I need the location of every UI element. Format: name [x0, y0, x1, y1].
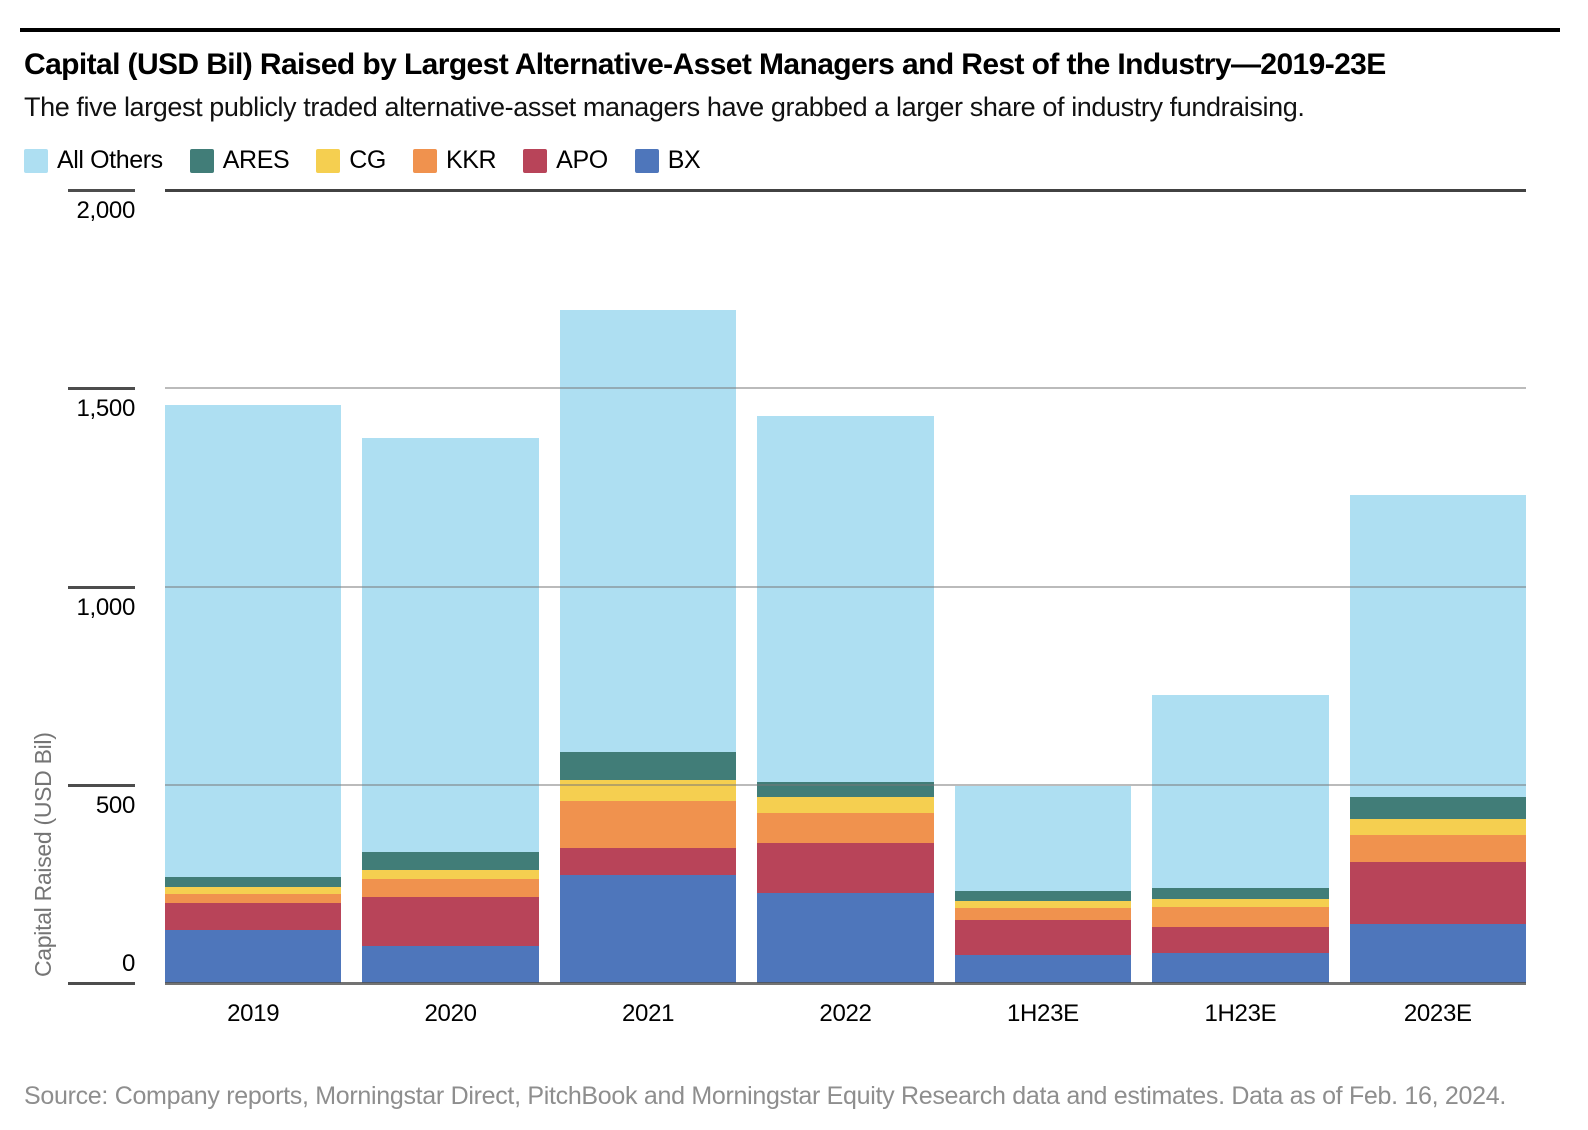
- top-rule: [20, 28, 1560, 32]
- bar-segment-cg: [1349, 819, 1526, 836]
- legend-item: ARES: [189, 146, 290, 175]
- bar-segment-apo: [1152, 926, 1329, 953]
- bar-segment-ares: [954, 891, 1132, 902]
- bar-1H23E: [954, 785, 1132, 983]
- bar-segment-all-others: [559, 309, 737, 752]
- bar-segment-bx: [559, 875, 737, 983]
- gridline-0: [165, 982, 1526, 985]
- chart-subtitle: The five largest publicly traded alterna…: [24, 92, 1305, 122]
- bar-segment-kkr: [1152, 906, 1329, 927]
- y-tick-label: 1,500: [76, 395, 135, 423]
- bar-segment-all-others: [757, 415, 934, 782]
- bar-segment-bx: [1349, 924, 1526, 983]
- bar-segment-all-others: [362, 437, 539, 853]
- gridline-1500: [165, 387, 1526, 390]
- bar-segment-ares: [559, 751, 737, 781]
- bar-segment-all-others: [954, 785, 1132, 892]
- bar-segment-kkr: [954, 908, 1132, 920]
- legend-label: All Others: [57, 146, 163, 174]
- y-tick-label: 500: [95, 791, 135, 819]
- bar-segment-ares: [362, 852, 539, 871]
- legend-swatch-apo: [523, 148, 548, 173]
- x-tick-label: 2023E: [1403, 1000, 1472, 1027]
- y-tick-mark-500: [68, 783, 135, 787]
- legend-item: KKR: [412, 146, 497, 175]
- bar-segment-kkr: [757, 812, 934, 843]
- y-tick-label: 0: [121, 950, 135, 977]
- y-tick-mark-2000: [68, 189, 135, 192]
- legend-swatch-all-others: [24, 148, 48, 173]
- bar-segment-cg: [757, 797, 934, 813]
- bar-segment-all-others: [165, 405, 342, 877]
- x-tick-label: 2020: [424, 1000, 477, 1027]
- bar-segment-ares: [1349, 796, 1526, 820]
- bar-segment-kkr: [165, 893, 342, 903]
- x-tick-label: 2021: [621, 1000, 675, 1027]
- gridline-2000: [165, 189, 1526, 192]
- bar-segment-kkr: [1349, 835, 1526, 863]
- legend-swatch-cg: [316, 148, 341, 173]
- legend-item: All Others: [24, 146, 163, 175]
- legend-label: KKR: [445, 146, 497, 174]
- bar-segment-apo: [165, 902, 342, 930]
- bar-segment-cg: [165, 886, 342, 894]
- source-note: Source: Company reports, Morningstar Dir…: [24, 1082, 1506, 1110]
- bar-segment-ares: [1152, 887, 1329, 900]
- bar-segment-ares: [165, 876, 342, 887]
- bar-1H23E: [1152, 694, 1329, 983]
- bar-segment-bx: [757, 893, 934, 983]
- bar-segment-kkr: [559, 801, 737, 849]
- legend-swatch-bx: [634, 148, 659, 173]
- gridline-500: [165, 783, 1526, 786]
- legend-label: ARES: [222, 146, 290, 174]
- bar-2022: [757, 415, 934, 983]
- bar-segment-kkr: [362, 879, 539, 897]
- legend-swatch-ares: [189, 148, 214, 173]
- legend-swatch-kkr: [412, 148, 437, 173]
- legend-label: CG: [349, 146, 386, 174]
- y-tick-mark-0: [68, 982, 135, 985]
- bar-segment-all-others: [1152, 694, 1329, 888]
- x-tick-label: 1H23E: [1204, 1000, 1277, 1027]
- legend-label: APO: [556, 146, 608, 174]
- bar-2019: [165, 405, 342, 983]
- y-tick-label: 1,000: [76, 593, 135, 621]
- bar-segment-bx: [1152, 952, 1329, 983]
- bar-segment-apo: [954, 919, 1132, 955]
- bar-2023E: [1349, 494, 1526, 983]
- x-tick-label: 2022: [819, 1000, 872, 1027]
- bar-segment-bx: [165, 929, 342, 983]
- y-tick-mark-1500: [68, 387, 135, 391]
- chart-title: Capital (USD Bil) Raised by Largest Alte…: [24, 48, 1386, 81]
- bar-segment-all-others: [1349, 494, 1526, 797]
- bar-segment-cg: [362, 870, 539, 880]
- bar-segment-cg: [1152, 899, 1329, 907]
- x-tick-label: 2019: [227, 1000, 280, 1027]
- bar-segment-apo: [559, 848, 737, 876]
- legend-item: CG: [316, 146, 386, 175]
- y-tick-mark-1000: [68, 585, 135, 589]
- gridline-1000: [165, 585, 1526, 588]
- legend-item: APO: [523, 146, 608, 175]
- bar-2021: [559, 309, 737, 983]
- bar-segment-bx: [362, 946, 539, 983]
- x-tick-label: 1H23E: [1006, 1000, 1079, 1027]
- bar-2020: [362, 437, 539, 983]
- bar-segment-apo: [362, 896, 539, 947]
- bar-segment-apo: [757, 843, 934, 893]
- y-tick-label: 2,000: [76, 197, 135, 224]
- y-axis-title: Capital Raised (USD Bil): [30, 732, 56, 977]
- bar-segment-apo: [1349, 862, 1526, 925]
- legend-item: BX: [634, 146, 701, 175]
- legend: All Others ARES CG KKR APO BX: [24, 146, 701, 175]
- bar-segment-cg: [954, 901, 1132, 909]
- bar-segment-bx: [954, 954, 1132, 983]
- legend-label: BX: [667, 146, 701, 174]
